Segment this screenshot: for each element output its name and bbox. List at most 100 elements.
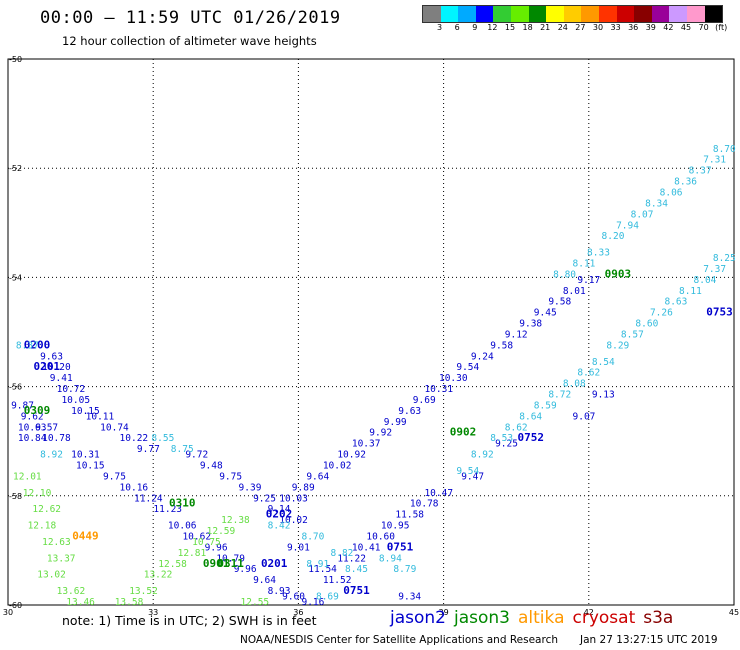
wave-height-label: 8.79 bbox=[393, 564, 416, 575]
wave-height-label: 12.81 bbox=[178, 548, 207, 559]
wave-height-label: 10.31 bbox=[71, 450, 100, 461]
satellite-jason3: jason3 bbox=[454, 608, 510, 628]
satellite-altika: altika bbox=[518, 608, 565, 628]
scale-swatch bbox=[581, 6, 599, 22]
axis-ticks: 30 33 36 39 42 45 -50 -52 -54 -56 -58 -60 bbox=[3, 55, 739, 617]
x-tick-label: 42 bbox=[584, 608, 594, 617]
scale-swatch bbox=[651, 6, 670, 22]
wave-height-label: 10.62 bbox=[182, 531, 211, 542]
wave-height-label: 9.01 bbox=[287, 542, 310, 553]
wave-height-label: 13.58 bbox=[115, 597, 144, 608]
wave-height-label: 8.93 bbox=[268, 586, 291, 597]
wave-height-label: 11.24 bbox=[134, 493, 163, 504]
pass-time-label: 0903 bbox=[605, 267, 632, 280]
wave-height-label: 8.37 bbox=[689, 166, 712, 177]
scale-swatch bbox=[598, 6, 617, 22]
wave-height-label: 9.47 bbox=[461, 471, 484, 482]
scale-label: (ft) bbox=[715, 23, 728, 32]
wave-height-label: 9.89 bbox=[292, 482, 315, 493]
wave-height-label: 9.60 bbox=[282, 592, 305, 603]
wave-height-label: 10.15 bbox=[76, 461, 105, 472]
pass-time-label: 0901 bbox=[203, 557, 230, 570]
wave-height-label: 8.36 bbox=[674, 177, 697, 188]
wave-height-label: 11.58 bbox=[395, 510, 424, 521]
wave-height-label: 9.69 bbox=[413, 395, 436, 406]
wave-height-label: 10.95 bbox=[381, 521, 410, 532]
scale-swatch bbox=[616, 6, 635, 22]
wave-height-label: 11.52 bbox=[323, 575, 352, 586]
wave-height-label: 9.45 bbox=[534, 308, 557, 319]
wave-height-label: 7.94 bbox=[616, 220, 639, 231]
wave-height-label: 8.70 bbox=[301, 531, 324, 542]
wave-height-label: 10.02 bbox=[323, 461, 352, 472]
wave-height-label: 10.15 bbox=[71, 406, 100, 417]
satellite-s3a: s3a bbox=[643, 608, 674, 628]
color-scale-bar bbox=[422, 5, 724, 23]
wave-height-label: 8.25 bbox=[713, 253, 736, 264]
y-tick-label: -54 bbox=[9, 273, 22, 282]
wave-height-label: 10.03 bbox=[279, 493, 308, 504]
wave-height-label: 11.54 bbox=[308, 564, 337, 575]
y-tick-label: -52 bbox=[9, 164, 22, 173]
wave-height-label: 9.72 bbox=[185, 450, 208, 461]
wave-height-label: 10.16 bbox=[120, 482, 149, 493]
scale-label: 3 bbox=[437, 23, 443, 32]
wave-height-label: 10.41 bbox=[352, 542, 381, 553]
wave-height-label: 8.33 bbox=[587, 248, 610, 259]
y-tick-label: -60 bbox=[9, 601, 22, 610]
wave-height-label: 9.25 bbox=[253, 493, 276, 504]
scale-swatch bbox=[458, 6, 476, 22]
y-tick-label: -56 bbox=[9, 383, 22, 392]
scale-label: 18 bbox=[522, 23, 533, 32]
wave-height-label: 8.64 bbox=[519, 411, 542, 422]
wave-height-label: 9.96 bbox=[234, 564, 257, 575]
x-tick-label: 33 bbox=[148, 608, 158, 617]
scale-label: 33 bbox=[610, 23, 621, 32]
wave-height-label: 9.54 bbox=[456, 362, 479, 373]
wave-height-label: 12.58 bbox=[158, 559, 187, 570]
wave-height-label: 13.02 bbox=[37, 570, 66, 581]
wave-height-label: 8.72 bbox=[548, 390, 571, 401]
wave-height-label: 12.63 bbox=[42, 537, 71, 548]
x-tick-label: 39 bbox=[439, 608, 449, 617]
pass-time-label: 0752 bbox=[517, 431, 544, 444]
wave-height-label: 9.24 bbox=[471, 351, 494, 362]
wave-height-label: 9.58 bbox=[490, 340, 513, 351]
scale-label: 9 bbox=[472, 23, 478, 32]
pass-time-label: 0200 bbox=[24, 338, 51, 351]
wave-height-label: 12.55 bbox=[241, 597, 270, 608]
pass-time-label: 0309 bbox=[24, 404, 51, 417]
wave-height-label: 9.75 bbox=[219, 471, 242, 482]
wave-height-label: 8.55 bbox=[151, 433, 174, 444]
scale-label: 21 bbox=[540, 23, 551, 32]
wave-height-label: 9.07 bbox=[573, 411, 596, 422]
wave-height-label: 10.47 bbox=[424, 488, 453, 499]
wave-height-label: 10.63 bbox=[18, 422, 47, 433]
wave-height-label: 12.59 bbox=[207, 526, 236, 537]
y-tick-label: -50 bbox=[9, 55, 22, 64]
satellite-jason2: jason2 bbox=[390, 608, 446, 628]
data-labels: 02009.63020110.209.4110.7210.0510.1510.1… bbox=[11, 144, 736, 608]
wave-height-label: 10.92 bbox=[337, 450, 366, 461]
color-scale-labels: 3 6 9 12 15 18 21 24 27 30 33 36 39 42 45 70 (ft) bbox=[422, 23, 740, 35]
wave-height-label: 8.06 bbox=[660, 188, 683, 199]
wave-height-label: 8.75 bbox=[171, 444, 194, 455]
wave-height-label: 9.96 bbox=[205, 542, 228, 553]
wave-height-label: 9.63 bbox=[398, 406, 421, 417]
wave-height-label: 8.11 bbox=[573, 258, 596, 269]
wave-height-label: 10.20 bbox=[42, 362, 71, 373]
scale-label: 42 bbox=[663, 23, 674, 32]
wave-height-label: 7.37 bbox=[703, 264, 726, 275]
wave-height-label: 8.62 bbox=[577, 368, 600, 379]
satellite-legend: jason2 jason3 altika cryosat s3a bbox=[390, 608, 681, 628]
pass-time-label: 0449 bbox=[72, 529, 99, 542]
wave-height-label: 9.38 bbox=[519, 319, 542, 330]
wave-height-label: 8.92 bbox=[40, 450, 63, 461]
wave-height-label: 10.05 bbox=[61, 395, 90, 406]
wave-height-label: 12.18 bbox=[28, 521, 57, 532]
wave-height-label: 10.11 bbox=[86, 411, 115, 422]
wave-height-label: 12.01 bbox=[13, 471, 42, 482]
wave-height-label: 10.78 bbox=[42, 433, 71, 444]
wave-height-label: 9.48 bbox=[200, 461, 223, 472]
scale-swatch bbox=[510, 6, 529, 22]
